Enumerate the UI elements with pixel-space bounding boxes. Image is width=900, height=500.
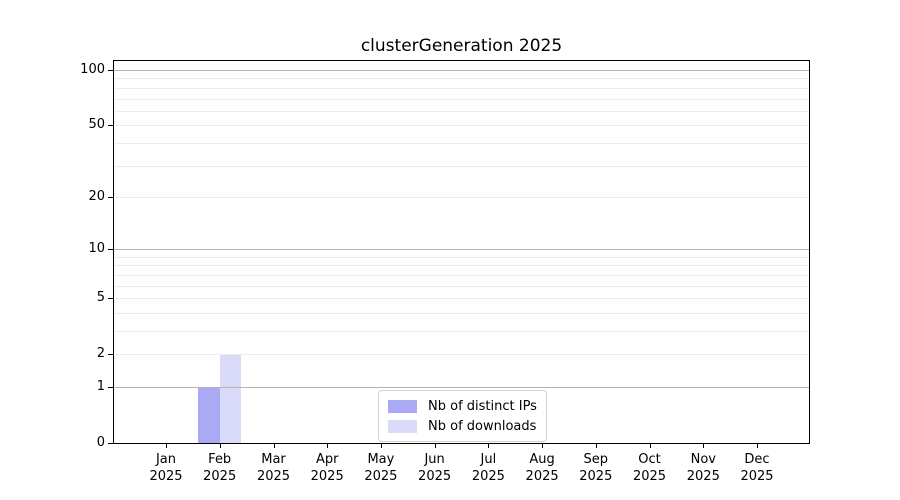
gridline-minor — [114, 265, 809, 267]
x-tick-mark — [649, 444, 651, 448]
x-tick-label: Dec 2025 — [725, 451, 789, 485]
x-tick-year: 2025 — [632, 469, 667, 484]
y-tick-mark — [108, 443, 113, 444]
x-tick-label: Apr 2025 — [295, 451, 359, 485]
gridline-minor — [114, 312, 809, 314]
legend-swatch — [388, 399, 417, 413]
gridline-minor — [114, 331, 809, 332]
x-tick-year: 2025 — [579, 469, 613, 484]
y-tick-mark — [108, 298, 113, 300]
x-tick-month: Aug — [529, 452, 555, 467]
gridline-minor — [114, 196, 809, 198]
x-tick-year: 2025 — [203, 469, 237, 484]
bar-nb-of-distinct-ips — [198, 386, 220, 443]
legend-swatch — [388, 419, 417, 433]
x-tick-year: 2025 — [471, 469, 505, 484]
gridline-major — [114, 387, 809, 388]
x-tick-mark — [434, 444, 436, 448]
x-tick-year: 2025 — [256, 469, 291, 484]
x-tick-month: Oct — [638, 452, 661, 467]
x-tick-label: Feb 2025 — [188, 451, 252, 485]
gridline-minor — [114, 87, 809, 89]
gridline-minor — [114, 125, 809, 127]
x-tick-mark — [273, 444, 275, 448]
gridline-minor — [114, 256, 809, 258]
legend: Nb of distinct IPs Nb of downloads — [378, 390, 547, 442]
x-tick-year: 2025 — [686, 469, 720, 484]
x-tick-label: Jun 2025 — [403, 451, 467, 485]
x-tick-label: May 2025 — [349, 451, 413, 485]
x-tick-year: 2025 — [418, 469, 452, 484]
plot-area: Nb of distinct IPs Nb of downloads — [113, 60, 810, 444]
gridlines-layer — [114, 61, 809, 443]
x-tick-label: Mar 2025 — [242, 451, 306, 485]
y-tick-mark — [108, 387, 113, 388]
y-tick-label: 0 — [96, 435, 105, 450]
x-tick-year: 2025 — [310, 469, 344, 484]
x-tick-month: Nov — [690, 452, 716, 467]
x-tick-year: 2025 — [364, 469, 398, 484]
bars-layer — [114, 61, 809, 443]
gridline-major — [114, 70, 809, 71]
x-tick-year: 2025 — [740, 469, 774, 484]
gridline-minor — [114, 98, 809, 100]
y-tick-label: 5 — [96, 290, 105, 306]
y-tick-mark — [108, 249, 113, 251]
x-tick-month: Sep — [583, 452, 609, 467]
legend-label: Nb of distinct IPs — [428, 398, 537, 414]
x-tick-mark — [703, 444, 705, 448]
x-tick-mark — [166, 444, 167, 448]
legend-row: Nb of distinct IPs — [388, 396, 537, 416]
x-tick-month: Apr — [315, 452, 339, 467]
y-tick-mark — [108, 354, 113, 356]
x-tick-label: Jul 2025 — [456, 451, 520, 485]
gridline-major — [114, 249, 809, 251]
x-tick-month: Dec — [744, 452, 770, 467]
x-tick-label: Aug 2025 — [510, 451, 574, 485]
x-tick-month: Jan — [155, 452, 177, 467]
x-tick-month: May — [367, 452, 395, 467]
x-tick-label: Sep 2025 — [564, 451, 628, 485]
x-tick-month: Mar — [261, 452, 286, 467]
gridline-minor — [114, 142, 809, 144]
x-tick-label: Nov 2025 — [671, 451, 735, 485]
y-tick-mark — [108, 125, 113, 127]
x-tick-year: 2025 — [525, 469, 559, 484]
legend-label: Nb of downloads — [428, 418, 537, 434]
y-tick-label: 100 — [80, 62, 105, 77]
x-tick-year: 2025 — [149, 469, 183, 484]
x-tick-month: Jul — [480, 452, 497, 467]
x-tick-mark — [327, 444, 329, 448]
y-tick-label: 50 — [88, 117, 105, 133]
gridline-minor — [114, 354, 809, 356]
y-tick-mark — [108, 70, 113, 71]
y-tick-label: 20 — [88, 188, 105, 204]
gridline-minor — [114, 274, 809, 276]
gridline-minor — [114, 165, 809, 167]
gridline-minor — [114, 110, 809, 112]
x-tick-label: Jan 2025 — [134, 451, 198, 485]
x-tick-month: Jun — [424, 452, 445, 467]
x-tick-label: Oct 2025 — [618, 451, 682, 485]
y-tick-label: 10 — [88, 241, 105, 257]
x-tick-mark — [219, 444, 221, 448]
chart-title: clusterGeneration 2025 — [360, 36, 563, 56]
y-tick-mark — [108, 196, 113, 198]
gridline-minor — [114, 285, 809, 287]
x-tick-mark — [595, 444, 597, 448]
x-tick-mark — [757, 444, 758, 448]
x-tick-mark — [380, 444, 382, 448]
y-tick-label: 1 — [96, 379, 105, 394]
gridline-minor — [114, 298, 809, 300]
legend-row: Nb of downloads — [388, 416, 537, 436]
bar-nb-of-downloads — [219, 354, 242, 443]
x-tick-mark — [488, 444, 490, 448]
y-tick-label: 2 — [96, 346, 105, 362]
gridline-minor — [114, 78, 809, 80]
x-tick-mark — [542, 444, 544, 448]
x-tick-month: Feb — [208, 452, 232, 467]
